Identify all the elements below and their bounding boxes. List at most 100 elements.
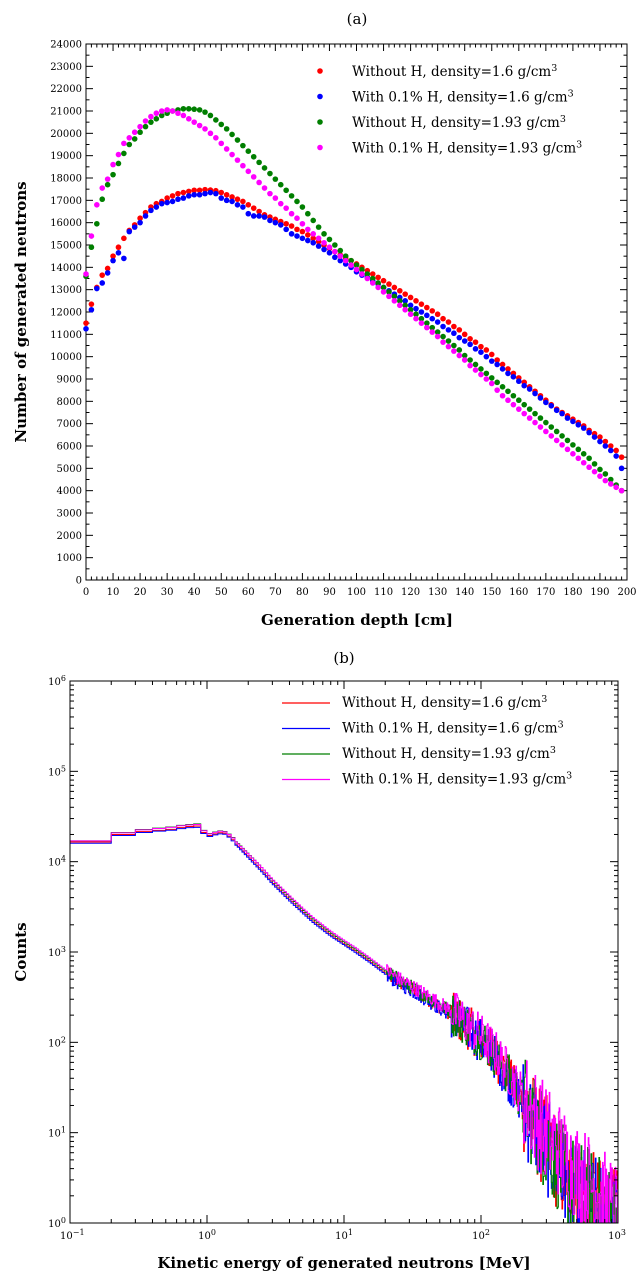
data-point [364, 271, 371, 277]
data-point [348, 262, 354, 268]
data-point [88, 306, 95, 313]
data-point [131, 224, 138, 230]
y-tick-label: 13000 [50, 285, 82, 296]
data-point [342, 253, 349, 259]
data-point [478, 349, 484, 356]
y-tick-label: 14000 [50, 263, 82, 274]
data-point [472, 346, 479, 352]
data-point [207, 112, 214, 119]
data-point [94, 285, 100, 292]
data-point [434, 329, 441, 335]
data-point [261, 165, 268, 171]
data-point [418, 320, 425, 326]
y-tick-label: 101 [48, 1125, 66, 1140]
data-point [180, 112, 187, 119]
x-tick-label: 10 [107, 587, 120, 598]
data-point [580, 451, 587, 457]
data-point [137, 129, 143, 136]
data-point [88, 301, 95, 307]
y-tick-label: 104 [48, 854, 66, 869]
data-point [110, 171, 116, 178]
data-point [478, 343, 484, 350]
data-point [299, 220, 306, 227]
data-point [456, 334, 463, 341]
data-point [267, 170, 273, 177]
data-point [229, 131, 235, 138]
data-point [321, 231, 327, 237]
x-tick-label: 90 [323, 587, 336, 598]
data-point [267, 190, 273, 197]
data-point [440, 315, 446, 322]
data-point [213, 190, 219, 197]
data-point [191, 191, 197, 198]
panel-b-x-axis: 10−1 100 101 102 103 [60, 681, 626, 1242]
data-point [467, 336, 473, 342]
data-point [553, 437, 560, 444]
x-tick-label: 100 [347, 587, 366, 598]
data-point [121, 150, 127, 157]
data-point [451, 348, 457, 354]
x-tick-label: 130 [428, 587, 447, 598]
data-point [445, 319, 452, 325]
x-tick-label: 170 [536, 587, 555, 598]
data-point [618, 454, 625, 460]
x-tick-label: 160 [509, 587, 528, 598]
data-point [440, 339, 446, 345]
data-point [315, 243, 322, 249]
panel-b-series-lines [69, 823, 619, 1224]
data-point [591, 434, 598, 440]
data-point [521, 410, 528, 417]
x-tick-label: 190 [590, 587, 609, 598]
data-point [99, 272, 106, 278]
data-point [234, 157, 241, 163]
data-point [559, 410, 565, 417]
panel-b-x-axis-title: Kinetic energy of generated neutrons [Me… [157, 1254, 530, 1272]
data-point [586, 464, 592, 471]
x-tick-label: 20 [134, 587, 147, 598]
data-point [607, 443, 614, 449]
data-point [305, 226, 311, 233]
data-point [553, 428, 560, 435]
data-point [250, 205, 257, 211]
data-point [521, 401, 528, 408]
data-point [488, 375, 495, 381]
data-point [115, 244, 122, 251]
data-point [537, 395, 544, 401]
data-point [207, 130, 214, 137]
data-point [99, 196, 106, 203]
data-point [342, 257, 349, 264]
data-point [99, 185, 106, 191]
data-point [185, 188, 192, 195]
data-point [169, 198, 176, 205]
data-point [505, 366, 511, 372]
data-point [337, 253, 344, 259]
data-point [94, 202, 100, 208]
data-point [196, 191, 203, 198]
legend-entry-label: With 0.1% H, density=1.6 g/cm3 [352, 88, 574, 106]
x-tick-label: 100 [198, 1228, 216, 1243]
data-point [207, 189, 214, 196]
y-tick-label: 2000 [57, 531, 82, 542]
data-point [434, 319, 441, 325]
y-tick-label: 8000 [57, 397, 82, 408]
legend-marker [317, 68, 323, 74]
data-point [570, 418, 576, 425]
data-point [196, 107, 203, 113]
data-point [591, 468, 598, 475]
y-tick-label: 23000 [50, 62, 82, 73]
data-point [142, 118, 149, 124]
data-point [597, 473, 603, 479]
data-point [461, 331, 468, 338]
data-point [613, 453, 619, 459]
data-point [272, 195, 279, 201]
data-point [234, 196, 241, 203]
x-tick-label: 140 [455, 587, 474, 598]
data-point [299, 228, 306, 235]
data-point [240, 142, 246, 149]
x-tick-label: 180 [563, 587, 582, 598]
data-point [185, 105, 192, 112]
panel-a-x-axis: 0 10 20 30 40 50 60 70 80 90 100 110 120 130 140 150 160… [83, 44, 636, 598]
data-point [543, 428, 549, 435]
y-tick-label: 106 [48, 674, 66, 689]
